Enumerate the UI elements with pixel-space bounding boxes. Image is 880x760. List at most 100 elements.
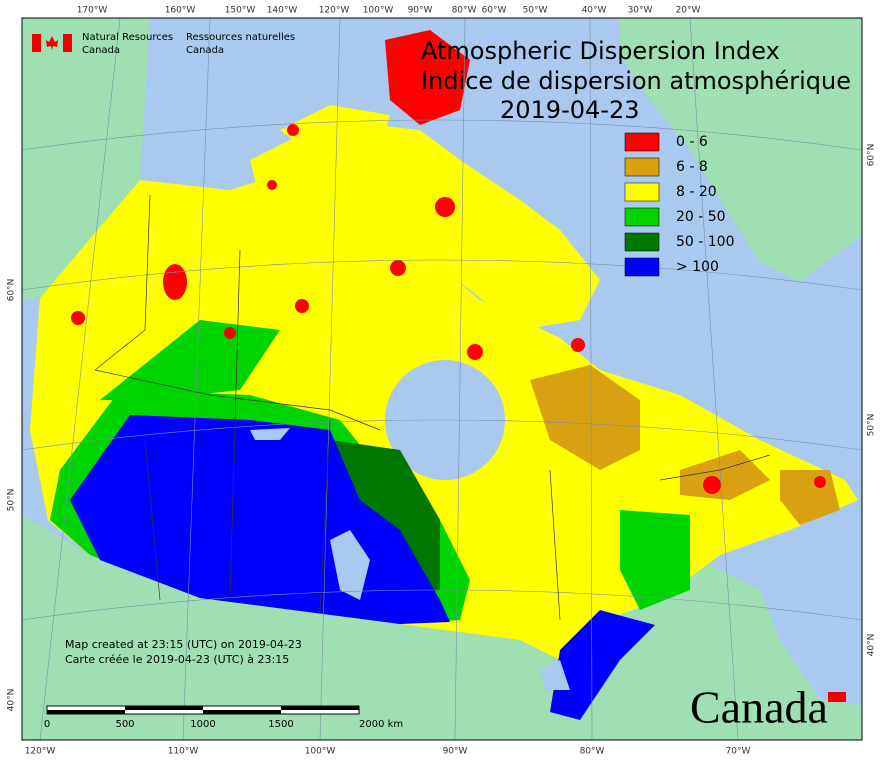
legend-label: > 100: [676, 259, 719, 275]
graticule-label: 110°W: [168, 747, 199, 757]
legend-swatch: [624, 157, 660, 177]
graticule-label: 150°W: [225, 6, 256, 16]
lake: [330, 530, 370, 600]
meridian: [39, 17, 121, 741]
red-spot: [467, 344, 483, 360]
graticule-label: 90°W: [443, 747, 468, 757]
legend-swatch: [624, 182, 660, 202]
graticule-label: 20°W: [676, 6, 701, 16]
border: [549, 469, 561, 621]
green-region: [100, 320, 280, 400]
border: [144, 439, 161, 601]
flag-bar: [63, 34, 72, 52]
legend-label: 0 - 6: [676, 134, 708, 150]
graticule-label: 80°W: [580, 747, 605, 757]
scale-label: 2000 km: [359, 719, 403, 730]
legend-label: 8 - 20: [676, 184, 717, 200]
graticule-label: 60°N: [867, 144, 877, 167]
graticule-label: 140°W: [267, 6, 298, 16]
greenland: [620, 18, 862, 282]
border: [94, 194, 151, 371]
graticule-label: 60°N: [7, 279, 17, 302]
border: [229, 249, 241, 601]
scale-seg: [47, 710, 125, 714]
graticule-label: 120°W: [319, 6, 350, 16]
lake: [250, 428, 290, 440]
legend-swatch: [624, 132, 660, 152]
lake: [540, 660, 570, 690]
orange-region: [680, 450, 770, 500]
red-spot: [163, 264, 187, 300]
graticule-label: 50°N: [7, 489, 17, 512]
lakes: [250, 428, 570, 690]
orange-region: [530, 365, 640, 470]
red-spots: [71, 124, 826, 494]
parallel: [21, 259, 863, 291]
borders: [94, 194, 771, 621]
wordmark: Canada: [690, 682, 846, 733]
meridian: [319, 17, 341, 741]
meridian: [454, 17, 466, 741]
green-region: [620, 510, 690, 610]
red-spot: [267, 180, 277, 190]
flag-bar: [32, 34, 41, 52]
red-spot: [287, 124, 299, 136]
graticule-label: 40°W: [582, 6, 607, 16]
red-spot: [571, 338, 585, 352]
meridian: [689, 17, 739, 741]
graticule-label: 50°W: [523, 6, 548, 16]
graticule-label: 170°W: [77, 6, 108, 16]
parallel: [21, 589, 863, 621]
parallel: [21, 419, 863, 451]
wordmark-text: Canada: [690, 682, 828, 733]
scale-bar: 0 500 1000 1500 2000 km: [44, 705, 403, 730]
graticule: [21, 17, 863, 741]
title-fr: Indice de dispersion atmosphérique: [421, 67, 851, 95]
red-spot: [390, 260, 406, 276]
graticule-label: 70°W: [726, 747, 751, 757]
title-en: Atmospheric Dispersion Index: [421, 37, 780, 65]
legend-label: 20 - 50: [676, 209, 726, 225]
legend-swatch: [624, 257, 660, 277]
frame: [21, 17, 863, 741]
red-spot: [71, 311, 85, 325]
scale-seg: [281, 706, 359, 710]
scale-label: 0: [44, 719, 50, 730]
map-body: [21, 17, 863, 741]
border: [94, 369, 381, 431]
scale-label: 1000: [190, 719, 215, 730]
border: [319, 419, 331, 613]
legend-swatch: [624, 232, 660, 252]
note: Map created at 23:15 (UTC) on 2019-04-23: [65, 638, 302, 651]
wordmark-flag: [828, 692, 846, 702]
graticule-label: 60°W: [482, 6, 507, 16]
agency-en: Natural Resources: [82, 32, 173, 43]
agency-fr: Canada: [186, 45, 224, 56]
graticule-label: 100°W: [363, 6, 394, 16]
legend-label: 50 - 100: [676, 234, 735, 250]
graticule-label: 50°N: [867, 414, 877, 437]
usa: [22, 515, 862, 740]
meridian: [589, 17, 593, 741]
graticule-label: 160°W: [165, 6, 196, 16]
scale-label: 1500: [268, 719, 293, 730]
graticule-label: 90°W: [408, 6, 433, 16]
graticule-label: 40°N: [7, 689, 17, 712]
graticule-label: 30°W: [628, 6, 653, 16]
island: [280, 105, 390, 160]
red-spot: [814, 476, 826, 488]
scale-seg: [203, 710, 281, 714]
blue-region: [550, 610, 655, 720]
red-spot: [703, 476, 721, 494]
scale-seg: [125, 706, 203, 710]
graticule-label: 80°W: [452, 6, 477, 16]
parallel: [21, 119, 863, 151]
note: Carte créée le 2019-04-23 (UTC) à 23:15: [65, 653, 289, 666]
agency-en: Canada: [82, 45, 120, 56]
graticule-label: 40°N: [867, 634, 877, 657]
border: [659, 454, 771, 481]
red-spot: [435, 197, 455, 217]
arctic-islands: [250, 120, 600, 330]
meridian: [182, 17, 211, 741]
graticule-labels: 170°W 160°W 150°W 140°W 120°W 100°W 90°W 80°W 60…: [7, 6, 877, 757]
